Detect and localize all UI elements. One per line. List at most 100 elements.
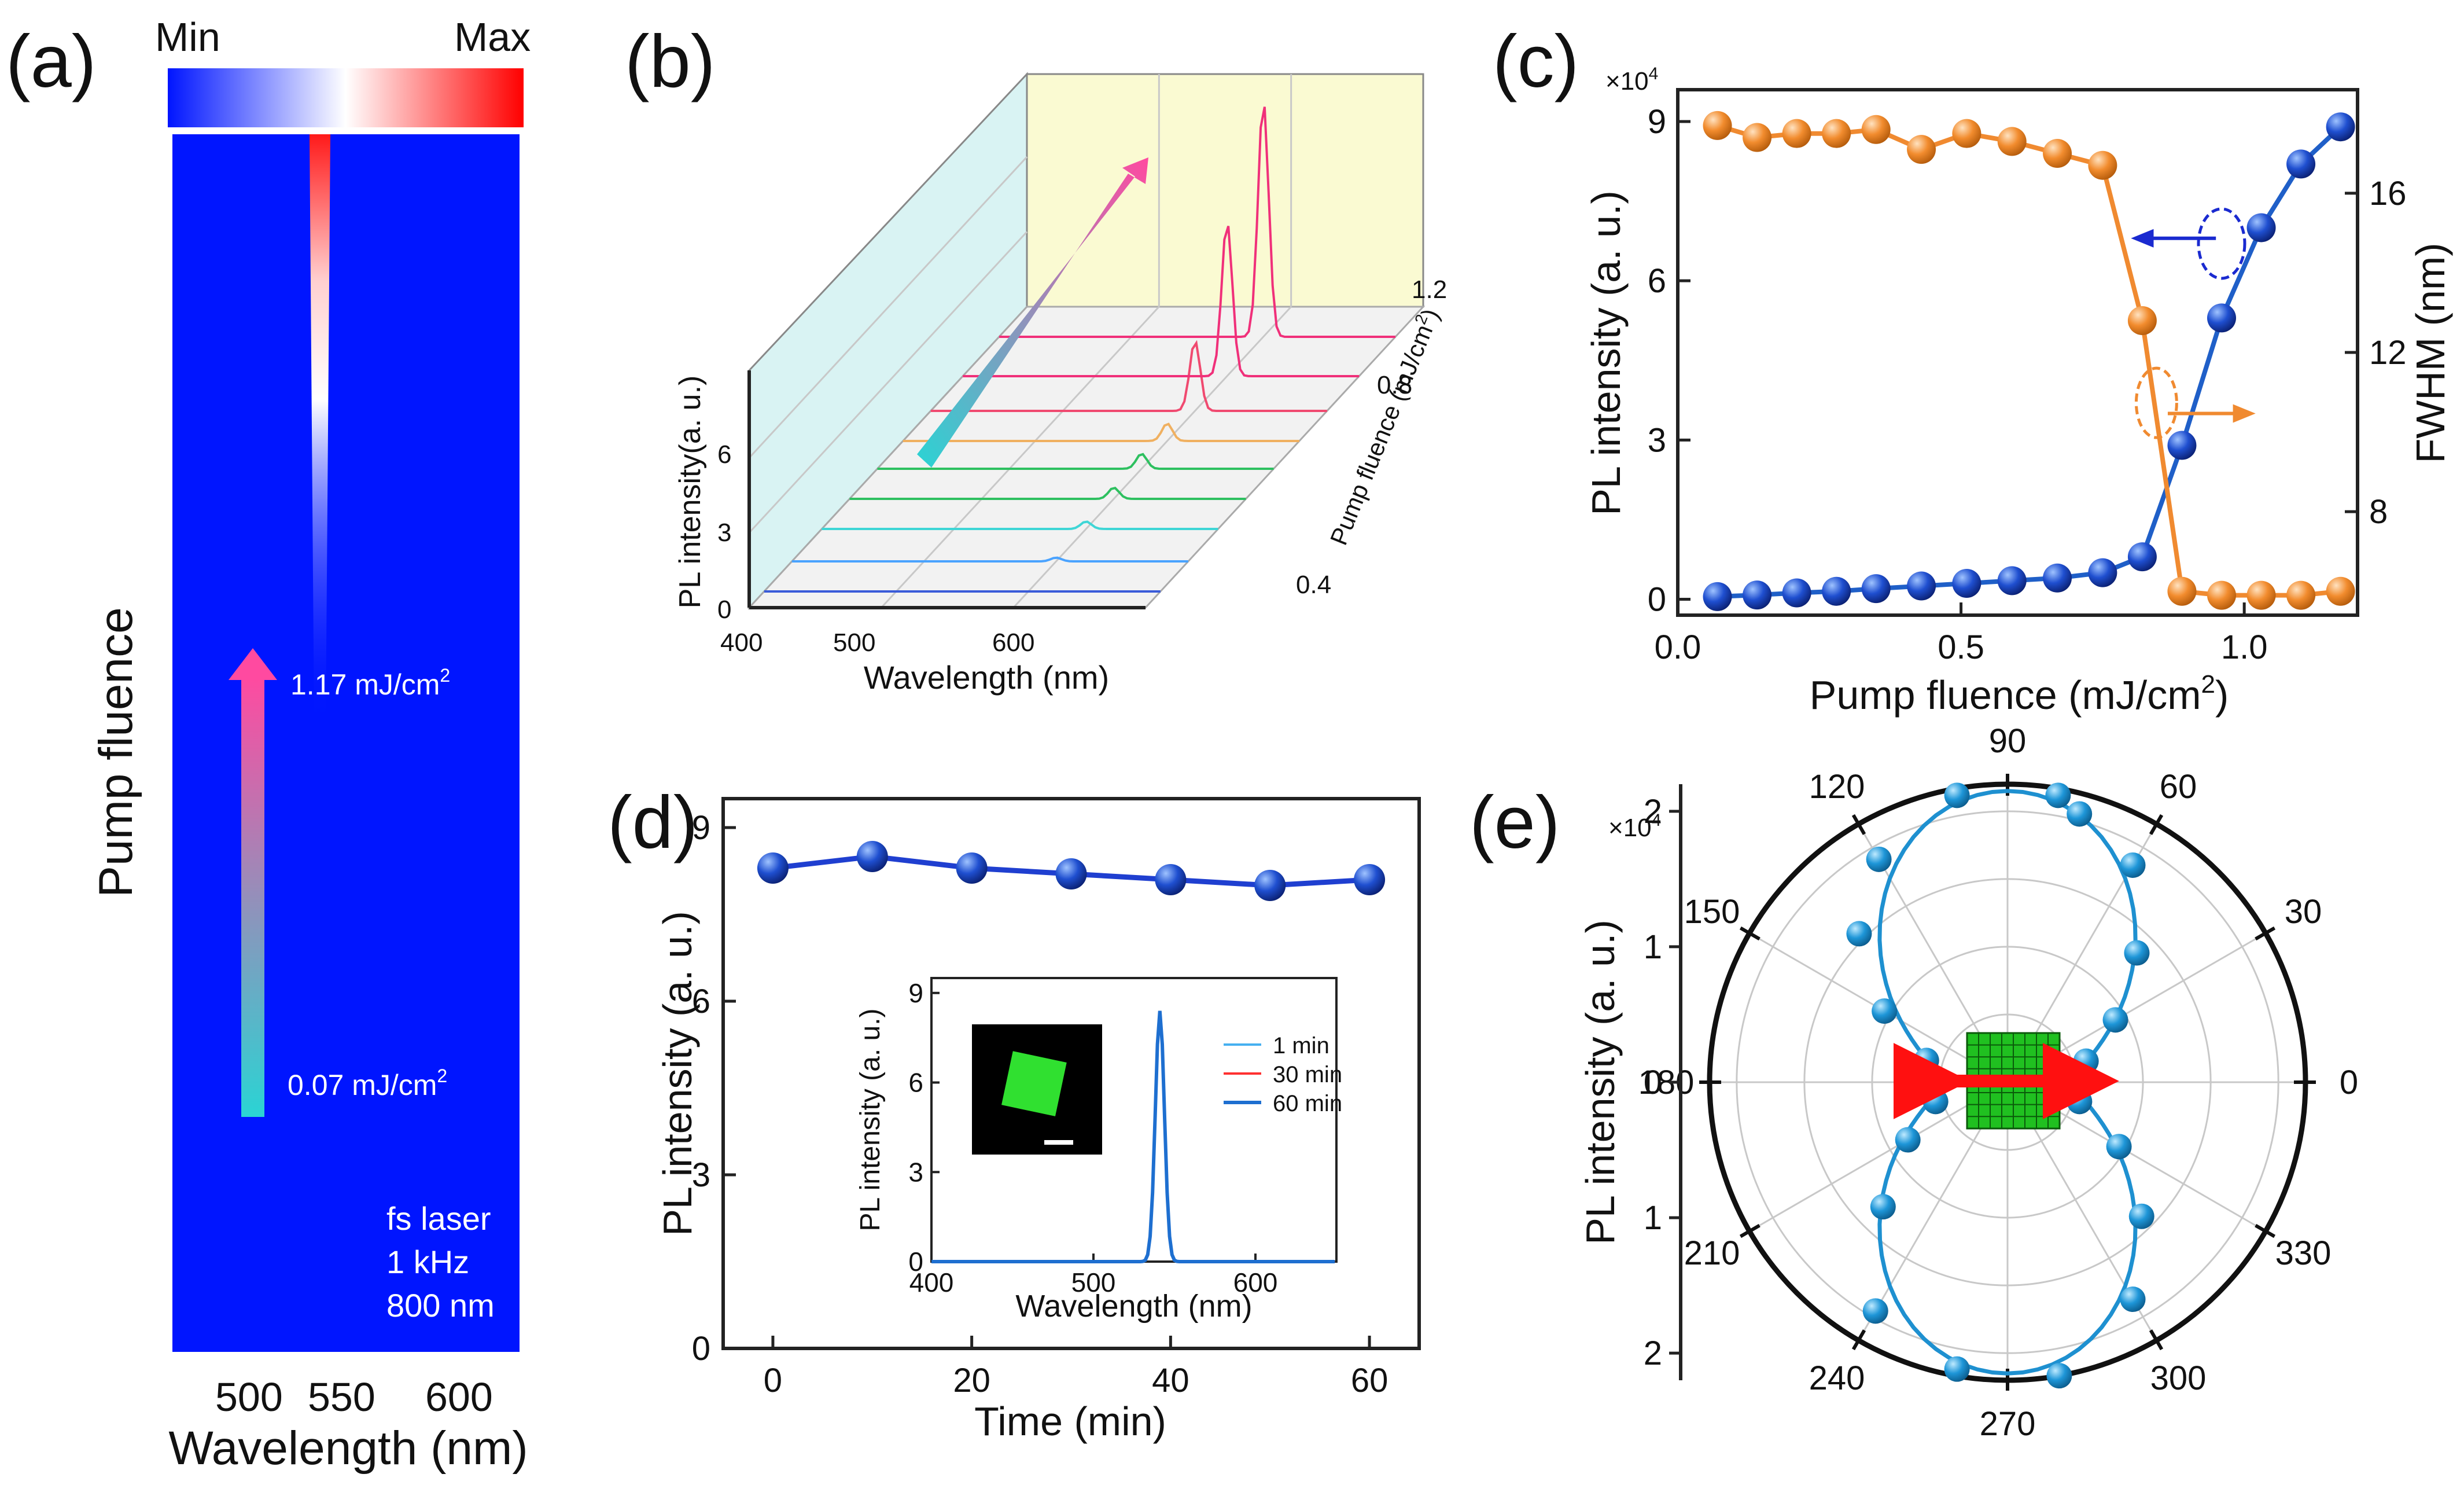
e-angle-tick-label: 120 [1809,768,1865,806]
d-inset-y-tick-label: 0 [908,1247,923,1277]
d-inset-x-tick-label: 400 [909,1267,954,1297]
e-data-point [1895,1127,1921,1153]
d-inset-spectrum [931,1010,1335,1263]
d-inset-legend: 1 min 30 min 60 min [1224,1033,1342,1116]
b-spectrum-line [849,486,1246,500]
d-legend-label: 60 min [1273,1091,1342,1116]
c-y-tick-label: 0 [1648,580,1666,618]
d-inset-ticks: 400 500 600 0 3 6 9 [908,978,1277,1297]
e-angle-tick-label: 330 [2275,1234,2332,1272]
c-y-tick-label: 9 [1648,103,1666,141]
e-angle-tick-label: 60 [2160,768,2197,806]
a-x-tick-500: 500 [215,1374,283,1420]
e-radial-tick-label: 0 [1644,1064,1662,1101]
c-data-point [1952,568,1981,598]
c-data-point [2043,563,2072,593]
laser-annotation-line-3: 800 nm [386,1287,495,1324]
low-fluence-label: 0.07 mJ/cm2 [288,1065,447,1101]
d-legend-label: 30 min [1273,1062,1342,1087]
e-data-point [2124,940,2150,966]
e-data-point [2128,1203,2154,1229]
d-x-tick-label: 40 [1152,1362,1189,1399]
c-data-point [1952,119,1981,148]
e-angle-tick [1851,814,1866,835]
e-data-point [2046,1363,2072,1389]
b-z-tick-0.4: 0.4 [1296,571,1331,599]
e-data-point [2120,852,2146,878]
e-angle-tick [2149,814,2164,835]
e-angle-tick-label: 0 [2340,1064,2358,1101]
c-data-point [1743,123,1772,152]
fluence-arrow-shaft [241,677,264,1117]
b-x-axis-label: Wavelength (nm) [864,659,1109,696]
b-side-gridline [748,156,1028,459]
d-data-point [856,841,888,872]
b-y-tick-3: 3 [717,519,731,547]
c-data [1703,111,2355,611]
c-data-point [2088,150,2117,180]
d-inset-x-tick-label: 500 [1071,1267,1116,1297]
e-data-point [2067,801,2093,827]
e-angle-tick [1739,926,1760,941]
e-angle-tick [2255,926,2276,941]
e-data-point [2045,782,2071,808]
c-y-tick-label: 3 [1648,421,1666,459]
b-spectrum-line [877,453,1274,470]
c-data-point [2043,139,2072,168]
e-data-point [1872,998,1898,1024]
e-angle-tick-label: 30 [2285,893,2322,931]
d-inset: 400 500 600 0 3 6 9 Wavelength (nm) PL intensi… [855,977,1342,1324]
c-data-point [1782,119,1811,148]
a-y-axis-label: Pump fluence [90,607,142,897]
c-x-tick-label: 1.0 [2221,628,2268,666]
e-data-point [1846,921,1872,947]
b-spectrum-line [999,106,1395,338]
d-inset-x-tick-label: 600 [1233,1267,1278,1297]
c-data-point [1703,111,1732,140]
b-spectrum-line [963,226,1360,377]
panel-b-label: (b) [625,20,715,103]
e-y-axis-label: PL intensity (a. u.) [1578,920,1623,1245]
e-data-point [1870,1194,1896,1220]
d-y-tick-label: 9 [692,809,710,847]
b-z-tick-1.2: 1.2 [1412,275,1447,304]
e-angle-tick-label: 270 [1980,1405,2036,1443]
e-angle-tick-label: 300 [2150,1359,2207,1397]
e-data-point [1944,1356,1970,1382]
b-spectrum-line [822,520,1218,530]
e-crystal-schematic [1893,1032,2119,1130]
c-y-right-tick-label: 12 [2369,334,2407,372]
c-data-point [2286,149,2316,179]
e-data-point [1922,1089,1949,1115]
e-angle-tick-label: 150 [1684,893,1740,931]
b-y-tick-6: 6 [717,440,731,469]
c-data-point [2127,306,2157,335]
c-data-point [2326,112,2355,142]
panel-a-label: (a) [6,20,96,103]
c-multiplier: ×104 [1605,64,1658,95]
e-angle-tick [2255,1223,2276,1238]
d-y-tick-label: 6 [692,983,710,1020]
c-data-point [1861,115,1891,144]
c-data-point [1782,578,1811,608]
c-series-line [1717,123,2341,598]
c-data-point [2167,576,2197,606]
e-angle-tick-label: 240 [1809,1359,1865,1397]
e-angle-tick [1739,1223,1760,1238]
d-inset-y-tick-label: 3 [908,1157,923,1187]
d-inset-x-axis-label: Wavelength (nm) [1015,1289,1252,1324]
c-data-point [1861,574,1891,604]
e-data-point [2073,1048,2099,1074]
c-pl-ellipse [2197,207,2246,280]
e-data-point [1913,1047,1939,1074]
e-data-point [2120,1286,2146,1313]
e-data-point [1866,846,1892,872]
d-y-axis-label: PL intensity (a. u.) [655,911,700,1236]
a-x-axis-label: Wavelength (nm) [168,1422,528,1475]
e-data-point [1944,782,1970,808]
d-data-point [1055,858,1087,889]
c-data-point [1997,127,2027,156]
c-x-axis-label: Pump fluence (mJ/cm2) [1810,670,2229,718]
